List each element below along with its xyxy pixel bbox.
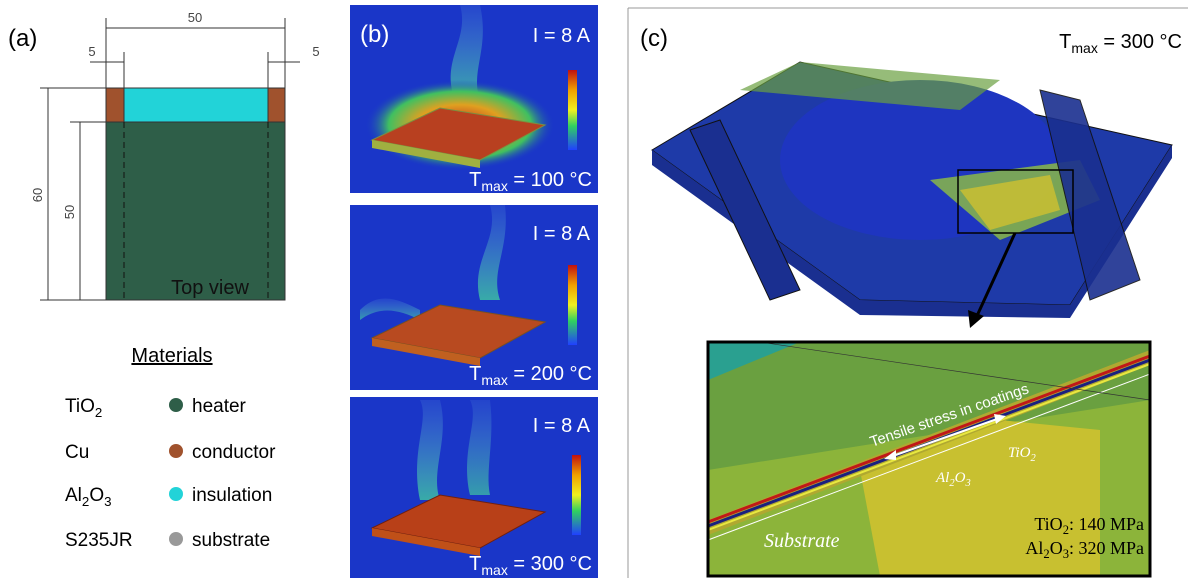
stress-value: Al2O3: 320 MPa xyxy=(1025,538,1144,561)
dimension: 60 xyxy=(30,188,45,202)
text-part: 2 xyxy=(95,405,102,420)
panel-label: (c) xyxy=(640,25,668,52)
text-part: T xyxy=(469,553,481,575)
text-part: TiO xyxy=(65,396,95,417)
text-part: max xyxy=(481,178,507,194)
role: heater xyxy=(192,396,247,417)
panel-c: (c) Tmax = 300 °C xyxy=(628,8,1188,578)
text-part: : 320 MPa xyxy=(1069,538,1144,558)
text-part: Al xyxy=(935,470,949,486)
text-part: Al xyxy=(1025,538,1043,558)
view-label: Top view xyxy=(171,277,249,299)
dimension: 5 xyxy=(312,44,319,59)
stress-value: TiO2: 140 MPa xyxy=(1034,514,1144,537)
text-part: Al xyxy=(65,485,82,506)
text-part: 2 xyxy=(82,494,89,509)
text-part: T xyxy=(469,169,481,191)
formula: Al2O3 xyxy=(65,485,112,509)
text-part: TiO xyxy=(1008,445,1031,461)
panel-label: (a) xyxy=(8,25,37,52)
heater xyxy=(106,122,285,300)
text-part: TiO xyxy=(1034,514,1062,534)
text-part: = 200 °C xyxy=(508,363,592,385)
dimension: 50 xyxy=(188,10,202,25)
text-part: = 100 °C xyxy=(508,169,592,191)
text-part: 3 xyxy=(104,494,111,509)
formula: S235JR xyxy=(65,530,133,551)
current: I = 8 A xyxy=(533,415,591,437)
substrate-label: Substrate xyxy=(764,530,840,552)
role: insulation xyxy=(192,485,272,506)
panel-a: (a) 50 5 5 60 50 Top view Materials TiO2… xyxy=(8,10,320,551)
dimension: 50 xyxy=(62,205,77,219)
formula: Cu xyxy=(65,442,89,463)
text-part: T xyxy=(1059,31,1071,53)
panel-label: (b) xyxy=(360,21,389,48)
text-part: O xyxy=(89,485,104,506)
text-part: T xyxy=(469,363,481,385)
text-part: O xyxy=(955,470,966,486)
text-part: 3 xyxy=(964,478,970,489)
fea-plate xyxy=(652,62,1172,318)
current: I = 8 A xyxy=(533,25,591,47)
conductor xyxy=(106,88,124,122)
text-part: : 140 MPa xyxy=(1069,514,1144,534)
text-part: O xyxy=(1050,538,1063,558)
current: I = 8 A xyxy=(533,223,591,245)
role: substrate xyxy=(192,530,270,551)
insulation xyxy=(124,88,268,122)
text-part: = 300 °C xyxy=(1098,31,1182,53)
panel-b: (b) I = 8 A Tmax = 100 °C I = 8 A Tmax =… xyxy=(350,5,598,578)
figure: (a) 50 5 5 60 50 Top view Materials TiO2… xyxy=(0,0,1188,578)
role: conductor xyxy=(192,442,276,463)
materials-title: Materials xyxy=(131,345,212,367)
dimension: 5 xyxy=(88,44,95,59)
text-part: max xyxy=(1071,40,1097,56)
conductor xyxy=(268,88,285,122)
text-part: 2 xyxy=(1031,453,1037,464)
text-part: max xyxy=(481,372,507,388)
text-part: = 300 °C xyxy=(508,553,592,575)
text-part: max xyxy=(481,562,507,578)
tmax: Tmax = 300 °C xyxy=(1059,31,1182,56)
formula: TiO2 xyxy=(65,396,102,420)
